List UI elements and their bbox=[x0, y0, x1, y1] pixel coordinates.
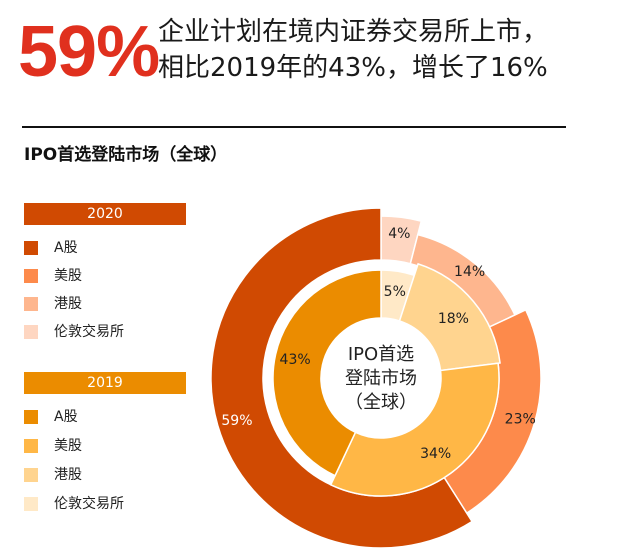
headline-text: 企业计划在境内证券交易所上市， 相比2019年的43%，增长了16% bbox=[158, 14, 638, 86]
center-label-line-3: （全球） bbox=[345, 392, 417, 413]
legend-label: A股 bbox=[54, 240, 78, 256]
legend-year-2019: 2019 bbox=[24, 372, 186, 394]
legend-label: 美股 bbox=[54, 268, 82, 284]
center-label-line-1: IPO首选 bbox=[348, 344, 414, 365]
legend-swatch bbox=[24, 269, 38, 283]
slice-label-2020-1: 23% bbox=[505, 411, 536, 427]
legend-swatch bbox=[24, 468, 38, 482]
legend-label: 伦敦交易所 bbox=[54, 496, 124, 512]
headline-line-2: 相比2019年的43%，增长了16% bbox=[158, 53, 548, 83]
legend-label: 港股 bbox=[54, 467, 82, 483]
legend-swatch bbox=[24, 497, 38, 511]
slice-labels: 4% 14% 23% 59% 5% 18% 34% 43% bbox=[221, 226, 535, 462]
slice-label-2019-1: 34% bbox=[420, 446, 451, 462]
headline-big-number: 59% bbox=[18, 12, 160, 92]
legend-label: 伦敦交易所 bbox=[54, 324, 124, 340]
slice-label-2020-0: 59% bbox=[221, 413, 252, 429]
slice-label-2020-3: 4% bbox=[388, 226, 410, 242]
legend-swatch bbox=[24, 297, 38, 311]
headline: 59% 企业计划在境内证券交易所上市， 相比2019年的43%，增长了16% bbox=[18, 8, 638, 98]
slice-2019-1 bbox=[329, 362, 500, 497]
legend-swatch bbox=[24, 241, 38, 255]
slice-label-2020-2: 14% bbox=[454, 264, 485, 280]
slice-2020-0 bbox=[210, 207, 474, 549]
center-label-line-2: 登陆市场 bbox=[345, 368, 417, 389]
legend-label: 美股 bbox=[54, 438, 82, 454]
slice-label-2019-0: 43% bbox=[280, 352, 311, 368]
legend-year-2020: 2020 bbox=[24, 203, 186, 225]
legend-label: 港股 bbox=[54, 296, 82, 312]
slice-label-2019-2: 18% bbox=[438, 311, 469, 327]
donut-rings bbox=[210, 207, 542, 549]
headline-line-1: 企业计划在境内证券交易所上市， bbox=[158, 17, 549, 47]
donut-center-label: IPO首选 登陆市场 （全球） bbox=[345, 344, 417, 413]
section-title: IPO首选登陆市场（全球） bbox=[24, 145, 228, 165]
donut-center-hole bbox=[321, 318, 441, 438]
legend-swatch bbox=[24, 410, 38, 424]
divider-rule bbox=[22, 126, 566, 128]
legend-swatch bbox=[24, 325, 38, 339]
slice-2019-0 bbox=[272, 269, 382, 477]
legend-swatch bbox=[24, 439, 38, 453]
legend-label: A股 bbox=[54, 409, 78, 425]
slice-label-2019-3: 5% bbox=[384, 284, 406, 300]
